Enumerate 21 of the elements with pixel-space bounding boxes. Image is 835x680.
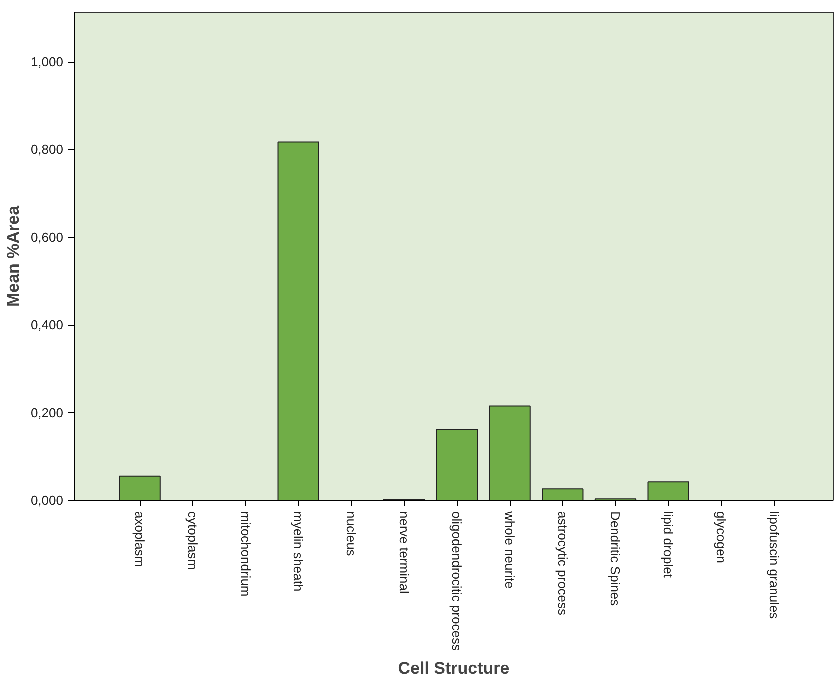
y-tick-label: 1,000	[30, 54, 64, 70]
x-tick-label: cytoplasm	[185, 512, 200, 570]
y-tick-label: 0,800	[30, 142, 64, 158]
x-tick-label: whole neurite	[502, 510, 518, 589]
x-tick-label: astrocytic process	[555, 512, 570, 616]
x-tick-label: nerve terminal	[396, 512, 412, 594]
x-tick-label: nucleus	[344, 512, 359, 557]
x-tick-label: lipid droplet	[661, 512, 676, 578]
x-tick-label: mitochondrium	[238, 512, 254, 597]
y-tick-label: 0,600	[30, 230, 64, 245]
x-tick-label: oligodendrocitic process	[450, 512, 465, 652]
x-tick-label: axoplasm	[132, 512, 148, 568]
x-tick-label: glycogen	[714, 512, 729, 564]
y-tick-label: 0,400	[30, 318, 64, 333]
x-tick-label: myelin sheath	[291, 512, 306, 592]
y-axis-title: Mean %Area	[4, 205, 23, 308]
y-tick-label: 0,000	[30, 493, 64, 508]
x-axis-title: Cell Structure	[398, 658, 510, 678]
x-tick-label: Dendritic Spines	[608, 512, 624, 607]
x-tick-label: lipofuscin granules	[766, 512, 782, 620]
y-tick-label: 0,200	[30, 405, 64, 420]
